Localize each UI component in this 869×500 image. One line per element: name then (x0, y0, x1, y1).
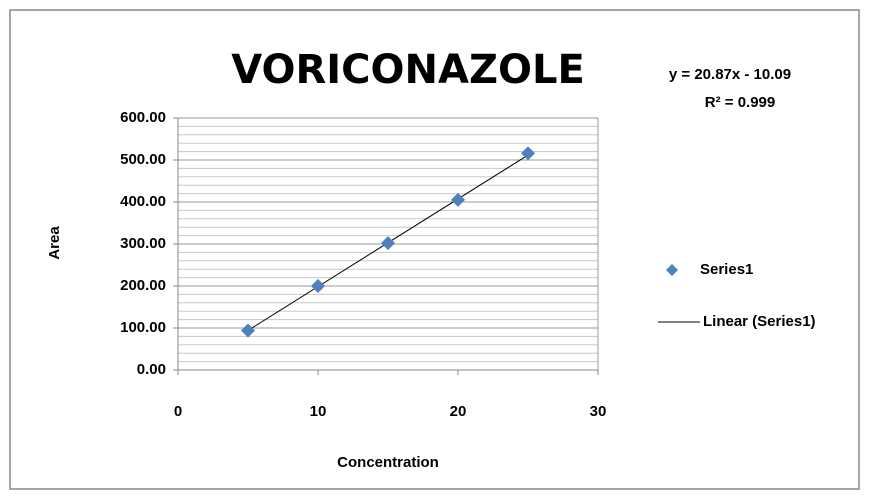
legend-label: Linear (Series1) (703, 313, 816, 330)
marker (311, 279, 325, 293)
y-axis-label: Area (46, 226, 63, 260)
y-tick-label: 200.00 (120, 277, 166, 294)
equation: y = 20.87x - 10.09 (669, 66, 791, 83)
y-tick-label: 100.00 (120, 319, 166, 336)
chart-border (9, 9, 860, 490)
y-tick-label: 0.00 (137, 361, 166, 378)
y-tick-label: 400.00 (120, 193, 166, 210)
y-tick-label: 500.00 (120, 151, 166, 168)
x-axis-label: Concentration (337, 454, 439, 471)
y-tick-label: 600.00 (120, 109, 166, 126)
legend-marker (666, 264, 678, 276)
x-tick-label: 30 (590, 403, 607, 420)
legend-label: Series1 (700, 261, 753, 278)
marker (521, 146, 535, 161)
x-tick-label: 10 (310, 403, 327, 420)
y-tick-label: 300.00 (120, 235, 166, 252)
x-tick-label: 20 (450, 403, 467, 420)
x-tick-label: 0 (174, 403, 182, 420)
chart-title: VORICONAZOLE (231, 47, 585, 93)
marker (241, 323, 255, 338)
marker (451, 192, 465, 207)
marker (381, 236, 395, 251)
r-squared: R² = 0.999 (705, 94, 775, 111)
